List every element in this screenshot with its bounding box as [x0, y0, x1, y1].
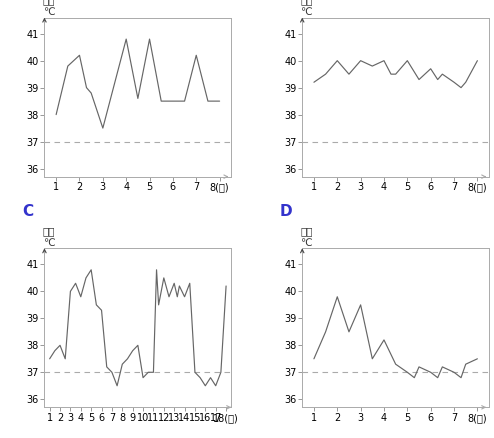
Text: 体温
℃: 体温 ℃ [300, 226, 313, 247]
Text: 体温
℃: 体温 ℃ [42, 0, 55, 17]
Text: 体温
℃: 体温 ℃ [300, 0, 313, 17]
Text: D: D [280, 204, 292, 219]
Text: 体温
℃: 体温 ℃ [42, 226, 55, 247]
Text: C: C [22, 204, 33, 219]
